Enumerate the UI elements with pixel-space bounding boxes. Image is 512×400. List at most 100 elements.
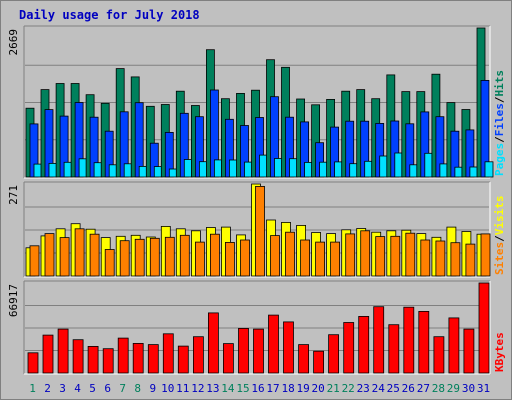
bar-kbytes-day-12	[192, 336, 204, 374]
legend-separator: /	[493, 235, 506, 242]
bar-sites-day-15	[240, 239, 250, 277]
bar-sites-day-31	[480, 233, 491, 277]
bar-sites-day-16	[255, 185, 265, 277]
day-label-9: 9	[149, 382, 156, 395]
legend-entry: Sites	[493, 242, 506, 275]
legend-hits-files-pages: Pages/Files/Hits	[493, 70, 506, 176]
day-label-20: 20	[311, 382, 324, 395]
legend-entry: Pages	[493, 143, 506, 176]
bar-kbytes-day-11	[177, 345, 189, 374]
day-label-8: 8	[134, 382, 141, 395]
bar-kbytes-day-25	[388, 324, 400, 374]
bar-kbytes-day-31	[478, 282, 490, 374]
bar-sites-day-14	[224, 241, 235, 277]
panel-kbytes: 66917 KBytes	[7, 280, 506, 375]
bar-files-day-8	[134, 102, 144, 178]
day-label-2: 2	[44, 382, 51, 395]
bar-kbytes-day-3	[57, 328, 69, 374]
bar-kbytes-day-20	[313, 350, 325, 374]
chart-title: Daily usage for July 2018	[19, 8, 200, 22]
bar-sites-day-8	[134, 238, 145, 277]
y-max-label: 271	[7, 185, 20, 205]
day-label-1: 1	[29, 382, 36, 395]
day-label-29: 29	[447, 382, 460, 395]
bar-sites-day-6	[104, 249, 115, 277]
bar-sites-day-9	[149, 237, 160, 277]
bar-sites-day-28	[435, 240, 446, 277]
panel-visits-sites: 271 Sites/Visits	[7, 181, 506, 278]
bar-sites-day-5	[89, 233, 100, 277]
legend-entry: Visits	[493, 196, 506, 236]
day-label-28: 28	[432, 382, 445, 395]
legend-kbytes: KBytes	[493, 332, 506, 372]
bar-kbytes-day-14	[222, 343, 234, 374]
bar-kbytes-day-23	[358, 315, 370, 374]
day-label-30: 30	[462, 382, 475, 395]
day-label-19: 19	[296, 382, 309, 395]
day-label-14: 14	[221, 382, 235, 395]
bar-kbytes-day-6	[102, 348, 114, 374]
bar-sites-day-27	[420, 239, 431, 277]
day-label-24: 24	[372, 382, 386, 395]
bar-kbytes-day-1	[27, 352, 39, 374]
bar-kbytes-day-30	[463, 328, 475, 374]
day-label-26: 26	[402, 382, 415, 395]
legend-separator: /	[493, 96, 506, 103]
bar-sites-day-30	[465, 243, 476, 277]
bar-sites-day-12	[194, 241, 205, 277]
bar-kbytes-day-21	[328, 334, 340, 374]
bar-kbytes-day-13	[207, 312, 219, 374]
bar-sites-day-22	[345, 233, 356, 277]
bar-pages-day-31	[484, 161, 494, 178]
bar-kbytes-day-27	[418, 310, 430, 374]
day-label-31: 31	[477, 382, 490, 395]
bar-kbytes-day-2	[42, 334, 54, 374]
bar-sites-day-18	[285, 231, 295, 277]
day-label-3: 3	[59, 382, 66, 395]
bar-kbytes-day-7	[117, 337, 129, 374]
bar-sites-day-19	[300, 239, 311, 277]
y-max-label: 2669	[7, 29, 20, 56]
day-label-15: 15	[236, 382, 249, 395]
bar-kbytes-day-8	[132, 342, 144, 374]
bar-sites-day-3	[59, 237, 70, 277]
bar-sites-day-20	[315, 241, 326, 277]
bar-kbytes-day-4	[72, 339, 84, 374]
day-label-27: 27	[417, 382, 430, 395]
day-label-21: 21	[327, 382, 340, 395]
bar-sites-day-21	[330, 241, 341, 277]
bar-kbytes-day-22	[343, 322, 355, 374]
day-label-6: 6	[104, 382, 111, 395]
bar-kbytes-day-29	[448, 317, 460, 374]
bar-sites-day-4	[74, 228, 85, 277]
bar-sites-day-23	[360, 230, 371, 277]
bar-sites-day-29	[450, 242, 461, 277]
bar-sites-day-25	[390, 235, 401, 277]
day-label-12: 12	[191, 382, 204, 395]
legend-separator: /	[493, 136, 506, 143]
bar-kbytes-day-15	[238, 327, 249, 374]
day-label-13: 13	[206, 382, 219, 395]
day-label-5: 5	[89, 382, 96, 395]
bar-kbytes-day-24	[373, 306, 385, 374]
legend-visits-sites: Sites/Visits	[493, 196, 506, 276]
legend-entry: Hits	[493, 70, 506, 97]
legend-entry: KBytes	[493, 332, 506, 372]
day-label-4: 4	[74, 382, 81, 395]
bar-kbytes-day-9	[147, 344, 159, 374]
bar-kbytes-day-10	[162, 333, 174, 374]
bar-sites-day-26	[405, 232, 416, 277]
legend-entry: Files	[493, 103, 506, 136]
day-label-11: 11	[176, 382, 189, 395]
bar-kbytes-day-17	[268, 314, 279, 374]
bar-sites-day-7	[119, 240, 130, 277]
day-label-17: 17	[266, 382, 279, 395]
bar-sites-day-10	[164, 236, 175, 277]
day-label-7: 7	[119, 382, 126, 395]
bar-kbytes-day-19	[298, 344, 310, 374]
bar-kbytes-day-16	[253, 328, 264, 374]
day-label-10: 10	[161, 382, 174, 395]
day-label-18: 18	[281, 382, 294, 395]
bar-sites-day-2	[44, 233, 55, 277]
